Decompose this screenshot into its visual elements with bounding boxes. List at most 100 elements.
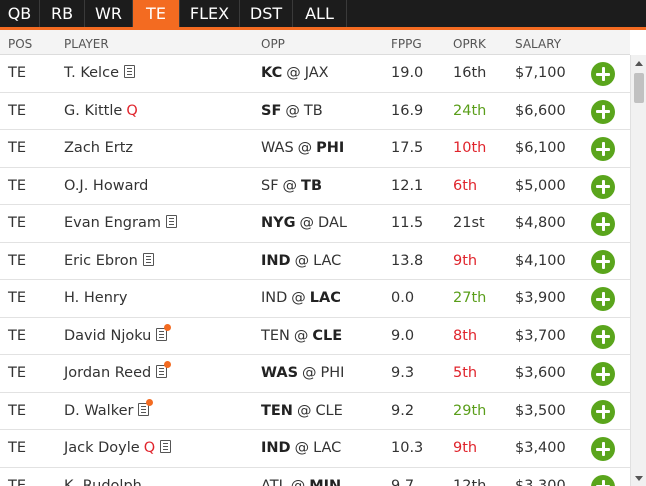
player-name[interactable]: Jordan Reed — [64, 365, 152, 381]
table-row[interactable]: TE Zach Ertz WAS @ PHI 17.5 10th $6,100 — [0, 130, 630, 168]
player-name[interactable]: O.J. Howard — [64, 177, 149, 194]
add-player-button[interactable] — [591, 137, 615, 161]
fppg-value: 0.0 — [391, 290, 415, 306]
at-symbol: @ — [286, 65, 301, 81]
questionable-badge: Q — [143, 440, 156, 456]
add-player-button[interactable] — [591, 174, 615, 199]
table-row[interactable]: TE David Njoku TEN @ CLE 9.0 8th $3,700 — [0, 318, 630, 355]
table-row[interactable]: TE Jack Doyle Q IND @ LAC 10.3 9th $3,400 — [0, 430, 630, 468]
table-row[interactable]: TE Eric Ebron IND @ LAC 13.8 9th $4,100 — [0, 243, 630, 280]
table-row[interactable]: TE H. Henry IND @ LAC 0.0 27th $3,900 — [0, 280, 630, 318]
player-name[interactable]: Evan Engram — [64, 215, 161, 231]
salary-value: $4,800 — [515, 215, 566, 231]
salary-value: $6,600 — [515, 102, 566, 119]
tab-wr[interactable]: WR — [85, 0, 133, 27]
team-abbr: IND — [261, 290, 288, 306]
tab-flex[interactable]: FLEX — [180, 0, 240, 27]
add-player-button[interactable] — [591, 437, 615, 461]
player-cell: D. Walker — [64, 398, 154, 419]
column-header-salary[interactable]: SALARY — [515, 37, 562, 51]
tab-all[interactable]: ALL — [293, 0, 347, 27]
add-player-button[interactable] — [591, 399, 615, 424]
oprk-value: 5th — [453, 365, 478, 381]
team-abbr: ATL — [261, 477, 287, 486]
opponent-cell: ATL @ MIN — [261, 478, 341, 486]
player-cell: O.J. Howard — [64, 178, 148, 194]
player-name[interactable]: H. Henry — [64, 290, 128, 306]
scrollbar[interactable] — [630, 55, 646, 486]
table-row[interactable]: TE Evan Engram NYG @ DAL 11.5 21st $4,800 — [0, 205, 630, 243]
news-icon[interactable] — [160, 440, 172, 453]
oprk-value: 21st — [453, 215, 485, 231]
player-position: TE — [8, 290, 27, 306]
player-name[interactable]: K. Rudolph — [64, 477, 142, 486]
player-name[interactable]: T. Kelce — [64, 65, 119, 81]
at-symbol: @ — [282, 177, 298, 194]
player-name[interactable]: David Njoku — [64, 327, 152, 344]
oprk-value: 29th — [453, 402, 487, 419]
add-player-button[interactable] — [591, 212, 615, 236]
opponent-cell: TEN @ CLE — [261, 403, 343, 419]
table-row[interactable]: TE K. Rudolph ATL @ MIN 9.7 12th $3,300 — [0, 468, 630, 486]
table-row[interactable]: TE Jordan Reed WAS @ PHI 9.3 5th $3,600 — [0, 355, 630, 393]
fppg-value: 9.7 — [391, 477, 415, 486]
oprk-value: 8th — [453, 327, 478, 344]
tab-qb[interactable]: QB — [0, 0, 40, 27]
column-header-pos[interactable]: POS — [8, 37, 33, 51]
opponent-abbr: LAC — [313, 440, 342, 456]
table-row[interactable]: TE D. Walker TEN @ CLE 9.2 29th $3,500 — [0, 393, 630, 430]
at-symbol: @ — [285, 102, 300, 119]
player-name[interactable]: Eric Ebron — [64, 252, 138, 269]
column-header-opp[interactable]: OPP — [261, 37, 285, 51]
salary-value: $5,000 — [515, 177, 566, 194]
column-header-oprk[interactable]: OPRK — [453, 37, 486, 51]
table-row[interactable]: TE G. Kittle Q SF @ TB 16.9 24th $6,600 — [0, 93, 630, 130]
tab-rb[interactable]: RB — [40, 0, 85, 27]
column-header-fppg[interactable]: FPPG — [391, 37, 422, 51]
oprk-value: 12th — [453, 477, 487, 486]
news-icon[interactable] — [156, 323, 172, 341]
tab-dst[interactable]: DST — [240, 0, 293, 27]
fppg-value: 10.3 — [391, 440, 424, 456]
player-position: TE — [8, 140, 27, 156]
news-icon[interactable] — [142, 252, 154, 266]
add-player-button[interactable] — [591, 62, 615, 86]
opponent-cell: WAS @ PHI — [261, 140, 344, 156]
add-player-button[interactable] — [591, 474, 615, 486]
table-row[interactable]: TE O.J. Howard SF @ TB 12.1 6th $5,000 — [0, 168, 630, 205]
add-player-button[interactable] — [591, 99, 615, 124]
player-name[interactable]: Zach Ertz — [64, 140, 134, 156]
opponent-cell: WAS @ PHI — [261, 365, 344, 381]
news-icon[interactable] — [156, 361, 172, 378]
add-player-button[interactable] — [591, 362, 615, 386]
table-row[interactable]: TE T. Kelce KC @ JAX 19.0 16th $7,100 — [0, 55, 630, 93]
salary-value: $3,600 — [515, 365, 566, 381]
scroll-down-arrow-icon[interactable] — [635, 476, 643, 481]
fppg-value: 11.5 — [391, 215, 424, 231]
news-icon[interactable] — [165, 215, 177, 228]
scroll-thumb[interactable] — [634, 73, 644, 103]
tab-te[interactable]: TE — [133, 0, 180, 27]
team-abbr: TEN — [261, 327, 290, 344]
column-header-player[interactable]: PLAYER — [64, 37, 109, 51]
fppg-value: 9.2 — [391, 402, 415, 419]
scroll-up-arrow-icon[interactable] — [635, 61, 643, 66]
player-cell: T. Kelce — [64, 65, 135, 81]
fppg-value: 9.3 — [391, 365, 415, 381]
news-icon[interactable] — [138, 398, 154, 416]
fppg-value: 9.0 — [391, 327, 415, 344]
oprk-value: 6th — [453, 177, 478, 194]
opponent-abbr: LAC — [313, 252, 342, 269]
opponent-abbr: CLE — [315, 402, 343, 419]
player-name[interactable]: Jack Doyle — [64, 440, 140, 456]
add-player-button[interactable] — [591, 324, 615, 349]
add-player-button[interactable] — [591, 249, 615, 274]
opponent-abbr: MIN — [309, 477, 342, 486]
player-name[interactable]: D. Walker — [64, 402, 134, 419]
add-player-button[interactable] — [591, 287, 615, 311]
news-alert-dot — [146, 398, 154, 406]
news-icon[interactable] — [123, 65, 135, 78]
salary-value: $3,700 — [515, 327, 566, 344]
player-name[interactable]: G. Kittle — [64, 102, 123, 119]
oprk-value: 16th — [453, 65, 487, 81]
